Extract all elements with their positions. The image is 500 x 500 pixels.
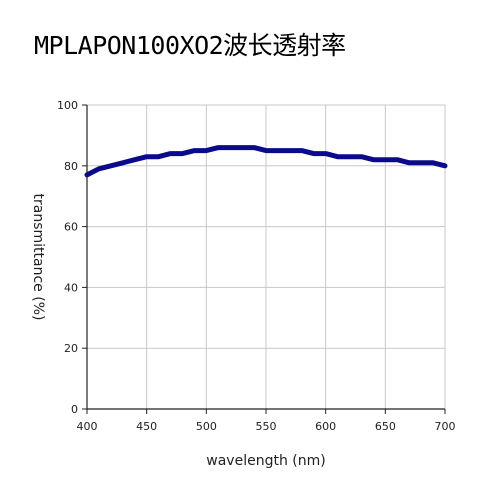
- y-tick-label: 80: [64, 160, 78, 173]
- y-tick-label: 60: [64, 221, 78, 234]
- x-tick-label: 650: [375, 420, 396, 433]
- grid: [87, 104, 446, 409]
- y-tick-label: 0: [71, 403, 78, 416]
- y-tick-label: 40: [64, 281, 78, 294]
- x-tick-label: 550: [256, 420, 277, 433]
- x-tick-label: 450: [136, 420, 157, 433]
- y-tick-label: 20: [64, 342, 78, 355]
- ticks: 400 450 500 550 600 650 700 0 20 40 60 80 100: [57, 99, 456, 433]
- transmittance-line: [84, 145, 448, 178]
- chart-title: MPLAPON100XO2波长透射率: [34, 31, 346, 60]
- x-tick-label: 500: [196, 420, 217, 433]
- x-axis-title: wavelength (nm): [206, 453, 325, 469]
- x-tick-label: 400: [77, 420, 98, 433]
- y-tick-label: 100: [57, 99, 78, 112]
- data-layer: [84, 145, 448, 178]
- x-tick-label: 600: [315, 420, 336, 433]
- x-tick-label: 700: [435, 420, 456, 433]
- y-axis-title: transmittance (%): [30, 194, 46, 321]
